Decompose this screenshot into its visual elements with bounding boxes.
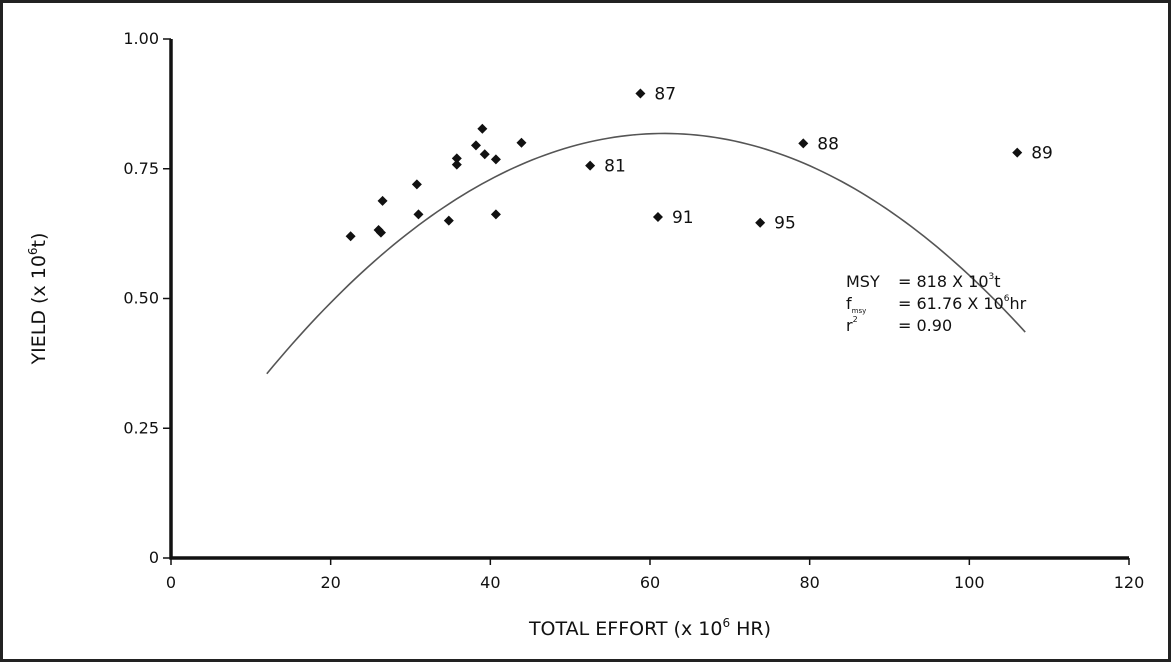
data-point-marker — [479, 149, 490, 160]
annotation-label-text: MSY — [846, 272, 880, 291]
y-tick-label: 1.00 — [123, 29, 159, 48]
x-axis-title-tail: HR) — [730, 618, 771, 640]
chart-svg: 0 20 40 60 80 100 120 0 0.25 0.50 0.75 1.00 81 87 91 9… — [26, 29, 1144, 640]
point-label: 89 — [1031, 144, 1053, 164]
x-axis-title: TOTAL EFFORT (x 106 HR) — [528, 616, 771, 640]
point-label: 95 — [774, 214, 796, 234]
point-label: 91 — [672, 208, 694, 228]
y-tick-label: 0.25 — [123, 418, 159, 437]
annotation-label-text: f — [846, 294, 852, 313]
data-point-marker — [652, 212, 663, 223]
x-tick-label: 20 — [320, 573, 340, 592]
y-tick-label: 0.50 — [123, 289, 159, 308]
tick-labels: 0 20 40 60 80 100 120 0 0.25 0.50 0.75 1.00 — [123, 29, 1144, 592]
data-point-marker — [635, 88, 646, 99]
annotation-value-superscript: 6 — [1004, 294, 1010, 304]
y-tick-label: 0.75 — [123, 159, 159, 178]
data-point-marker — [413, 209, 424, 220]
y-axis-title-text: YIELD (x 10 — [28, 255, 50, 365]
data-point-marker — [585, 160, 596, 171]
data-point-marker — [377, 195, 388, 206]
annotation-value-text: = 61.76 X 10 — [898, 294, 1004, 313]
y-axis-title-sup: 6 — [26, 247, 40, 255]
data-point-marker — [375, 227, 386, 238]
tick-marks — [163, 38, 1130, 565]
data-point-marker — [490, 154, 501, 165]
data-point-marker — [516, 137, 527, 148]
data-point-marker — [477, 123, 488, 134]
y-axis-title: YIELD (x 106t) — [26, 233, 50, 366]
fit-curve — [266, 132, 1026, 375]
data-point-marker — [1012, 147, 1023, 158]
annotation-label-subscript: msy — [852, 307, 867, 315]
annotation-label: fmsy — [846, 294, 866, 315]
x-tick-label: 40 — [480, 573, 500, 592]
x-tick-label: 60 — [640, 573, 660, 592]
annotation-value: = 61.76 X 106hr — [898, 294, 1027, 313]
annotation-value-text: = 0.90 — [898, 316, 952, 335]
annotation-value: = 818 X 103t — [898, 272, 1001, 291]
annotation-value-text: = 818 X 10 — [898, 272, 989, 291]
annotation-label-text: r — [846, 316, 853, 335]
y-tick-label: 0 — [149, 548, 159, 567]
data-point-marker — [490, 209, 501, 220]
annotation-value: = 0.90 — [898, 316, 952, 335]
point-label: 87 — [654, 84, 676, 104]
annotation-value-unit: t — [994, 272, 1000, 291]
data-point-marker — [755, 217, 766, 228]
fit-statistics-annotation: MSY = 818 X 103t fmsy = 61.76 X 106hr r2 = 0.… — [846, 272, 1027, 335]
point-label: 88 — [817, 134, 839, 154]
data-point-marker — [345, 231, 356, 242]
y-axis-title-tail: t) — [28, 233, 50, 248]
x-tick-label: 100 — [954, 573, 985, 592]
x-axis-title-sup: 6 — [722, 616, 730, 630]
point-label: 81 — [604, 157, 626, 177]
annotation-value-unit: hr — [1010, 294, 1027, 313]
data-point-marker — [451, 159, 462, 170]
data-point-marker — [470, 140, 481, 151]
x-tick-label: 80 — [799, 573, 819, 592]
data-markers — [345, 88, 1023, 242]
point-labels: 81 87 91 95 88 89 — [604, 84, 1053, 233]
data-point-marker — [411, 179, 422, 190]
annotation-value-superscript: 3 — [989, 272, 995, 282]
data-point-marker — [798, 138, 809, 149]
x-axis-title-text: TOTAL EFFORT (x 10 — [528, 618, 722, 640]
annotation-label-superscript: 2 — [853, 315, 858, 324]
annotation-label: MSY — [846, 272, 880, 291]
annotation-label: r2 — [846, 315, 858, 335]
data-point-marker — [451, 153, 462, 164]
x-tick-label: 120 — [1114, 573, 1145, 592]
x-tick-label: 0 — [166, 573, 176, 592]
data-point-marker — [443, 215, 454, 226]
